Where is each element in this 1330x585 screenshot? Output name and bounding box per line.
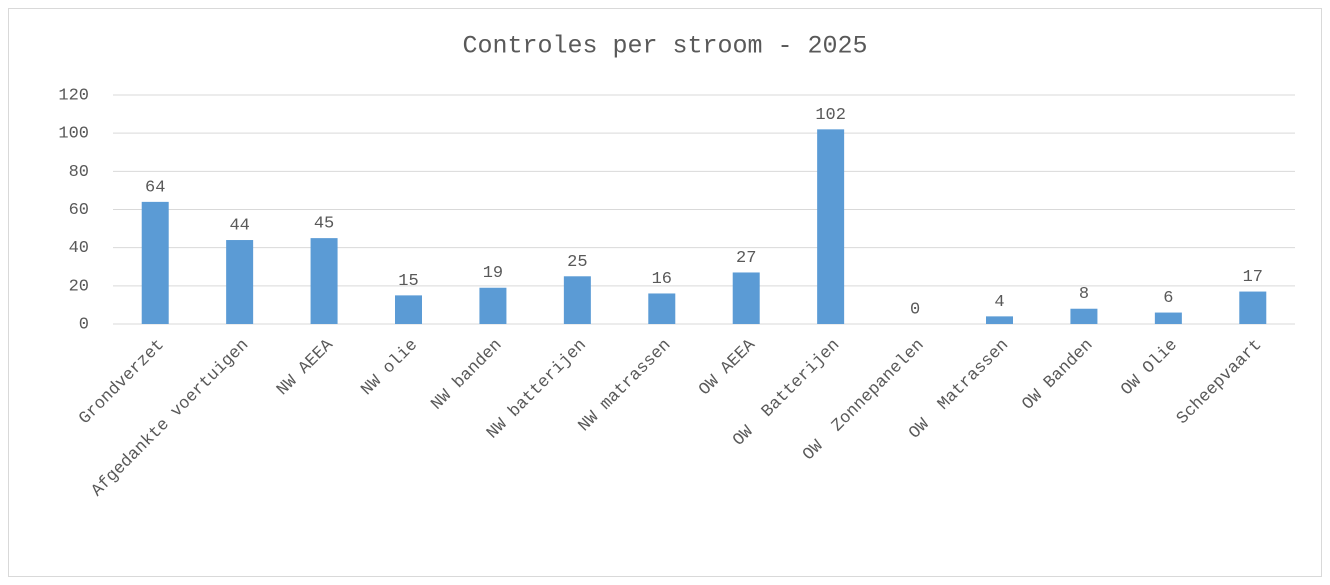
y-tick-label: 20 [69, 277, 89, 296]
bar [395, 295, 422, 324]
bar [226, 240, 254, 324]
data-label: 44 [229, 217, 249, 236]
bar [648, 293, 676, 324]
y-tick-label: 0 [79, 315, 89, 334]
y-tick-label: 60 [69, 201, 89, 220]
data-label: 25 [567, 253, 587, 272]
chart-frame [8, 8, 1322, 577]
y-tick-label: 120 [58, 86, 89, 105]
bar [1070, 308, 1098, 324]
y-tick-label: 40 [69, 239, 89, 258]
bar [1154, 312, 1182, 324]
data-label: 102 [815, 106, 846, 125]
data-label: 45 [314, 215, 334, 234]
data-label: 64 [145, 178, 165, 197]
data-label: 27 [736, 249, 756, 268]
chart-title: Controles per stroom - 2025 [462, 32, 867, 61]
bar [479, 287, 507, 324]
bar [563, 276, 591, 324]
bar [310, 238, 338, 324]
y-tick-label: 80 [69, 163, 89, 182]
bar [141, 201, 169, 324]
data-label: 19 [483, 264, 503, 283]
bar [1239, 291, 1267, 324]
data-label: 16 [652, 270, 672, 289]
y-tick-label: 100 [58, 125, 89, 144]
bar [817, 129, 845, 324]
data-label: 15 [398, 272, 418, 291]
data-label: 4 [994, 293, 1004, 312]
data-label: 6 [1163, 289, 1173, 308]
bar [986, 316, 1013, 324]
data-label: 0 [910, 300, 920, 319]
data-label: 8 [1079, 285, 1089, 304]
data-label: 17 [1243, 268, 1263, 287]
bar [732, 272, 760, 324]
